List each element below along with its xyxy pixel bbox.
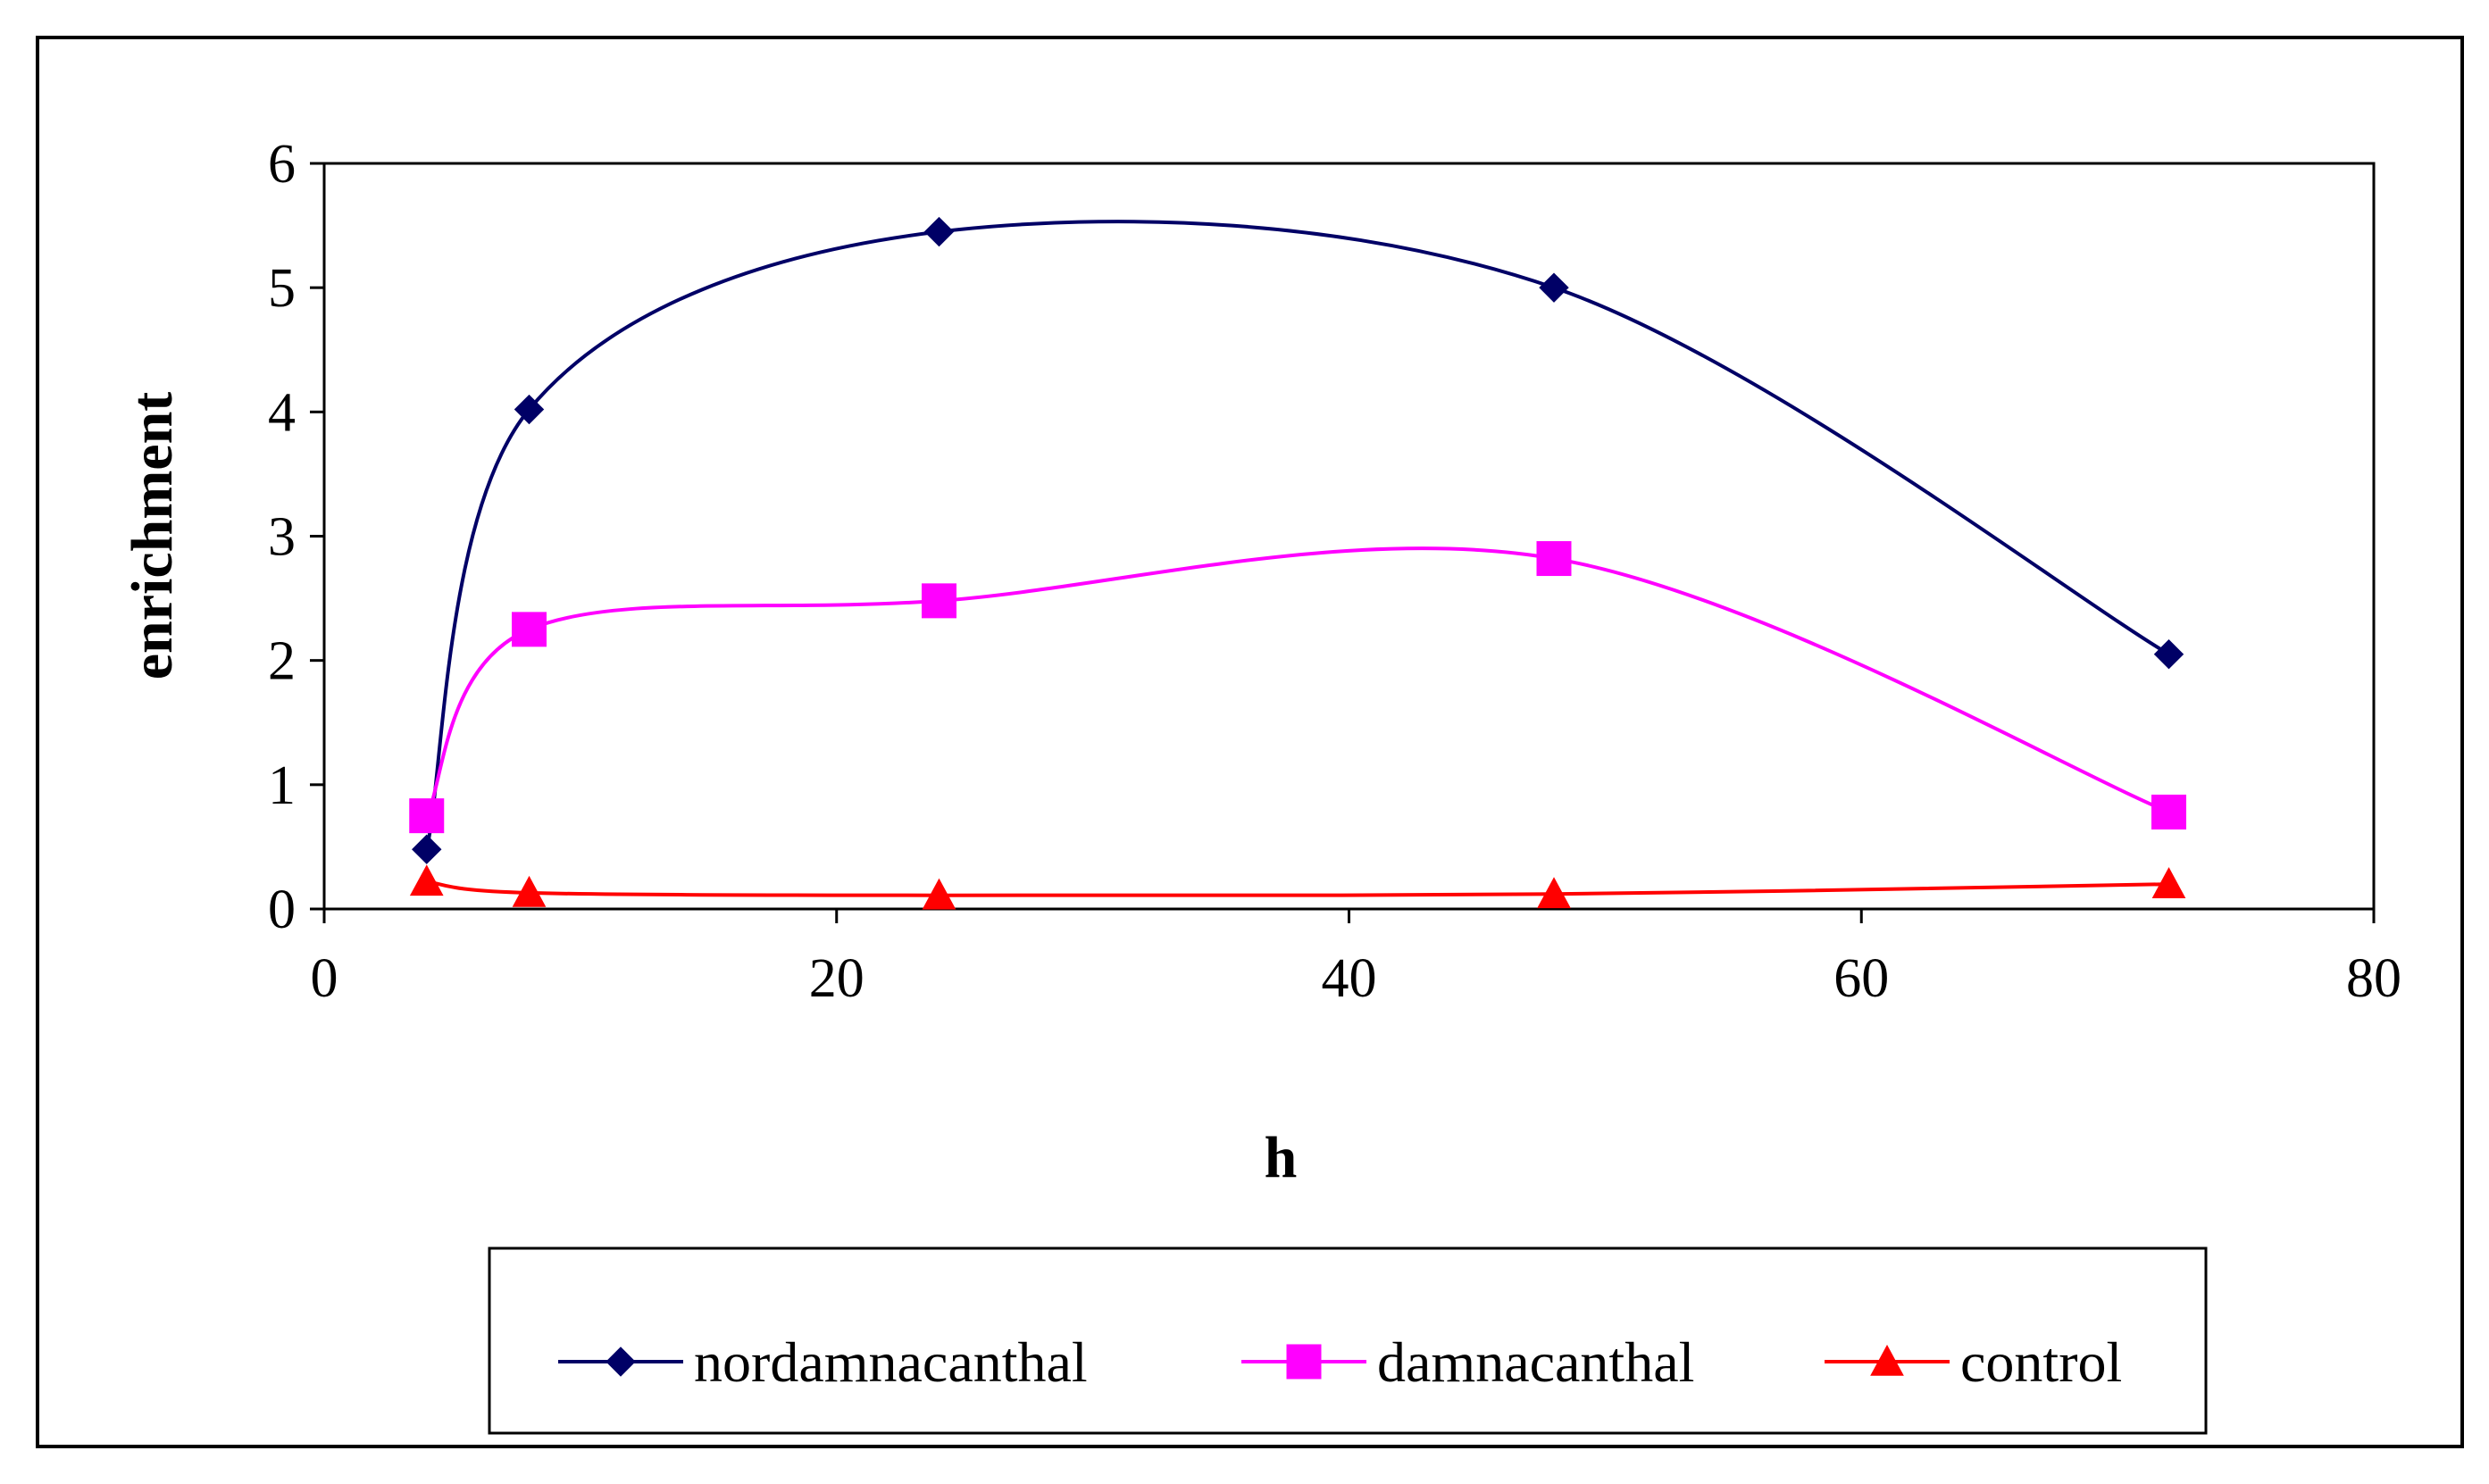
data-point-nordamnacanthal [412,834,442,864]
x-tick-label: 20 [809,948,864,1009]
series-damnacanthal [409,541,2186,834]
y-tick-label: 5 [268,258,296,319]
y-tick-label: 2 [268,631,296,692]
series-control [409,864,2186,910]
y-tick-label: 1 [268,755,296,816]
series-nordamnacanthal [412,216,2184,864]
x-tick-label: 60 [1833,948,1889,1009]
y-tick-label: 4 [268,382,296,443]
legend-swatch-marker [1286,1344,1322,1380]
legend-label: control [1960,1330,2122,1394]
legend-box [488,1246,2208,1435]
x-tick-label: 40 [1322,948,1377,1009]
series-line-nordamnacanthal [424,220,2170,850]
legend-item-nordamnacanthal: nordamnacanthal [558,1330,1088,1394]
legend-swatch-marker [606,1346,636,1377]
legend: nordamnacanthal damnacanthal control [558,1330,2122,1394]
series-line-control [426,880,2169,897]
data-point-damnacanthal [409,798,445,834]
x-axis-ticks [322,909,2376,923]
legend-swatch-marker [1870,1344,1904,1376]
data-point-control [1537,877,1571,909]
data-point-damnacanthal [512,612,547,647]
legend-item-damnacanthal: damnacanthal [1241,1330,1694,1394]
data-point-nordamnacanthal [923,216,955,247]
data-point-damnacanthal [1536,541,1572,577]
data-point-nordamnacanthal [1539,272,1569,303]
x-axis-title: h [1265,1125,1298,1190]
data-point-control [2151,867,2186,898]
data-point-control [512,875,547,907]
data-point-nordamnacanthal [2153,639,2184,670]
y-axis-tick-labels: 0 1 2 3 4 5 6 [268,134,296,940]
y-axis-ticks [310,162,324,911]
data-point-control [409,864,444,896]
series-layer [409,216,2186,910]
y-tick-label: 3 [268,507,296,568]
data-point-nordamnacanthal [514,394,545,425]
x-tick-label: 80 [2346,948,2401,1009]
plot-area [322,162,2376,911]
y-tick-label: 6 [268,134,296,195]
legend-item-control: control [1825,1330,2122,1394]
y-tick-label: 0 [268,880,296,940]
y-axis-title: enrichment [120,392,185,680]
legend-label: damnacanthal [1377,1330,1694,1394]
data-point-damnacanthal [2151,794,2186,830]
data-point-control [922,878,956,910]
x-axis-tick-labels: 0 20 40 60 80 [311,948,2402,1009]
legend-label: nordamnacanthal [694,1330,1088,1394]
data-point-damnacanthal [922,583,956,619]
x-tick-label: 0 [311,948,338,1009]
